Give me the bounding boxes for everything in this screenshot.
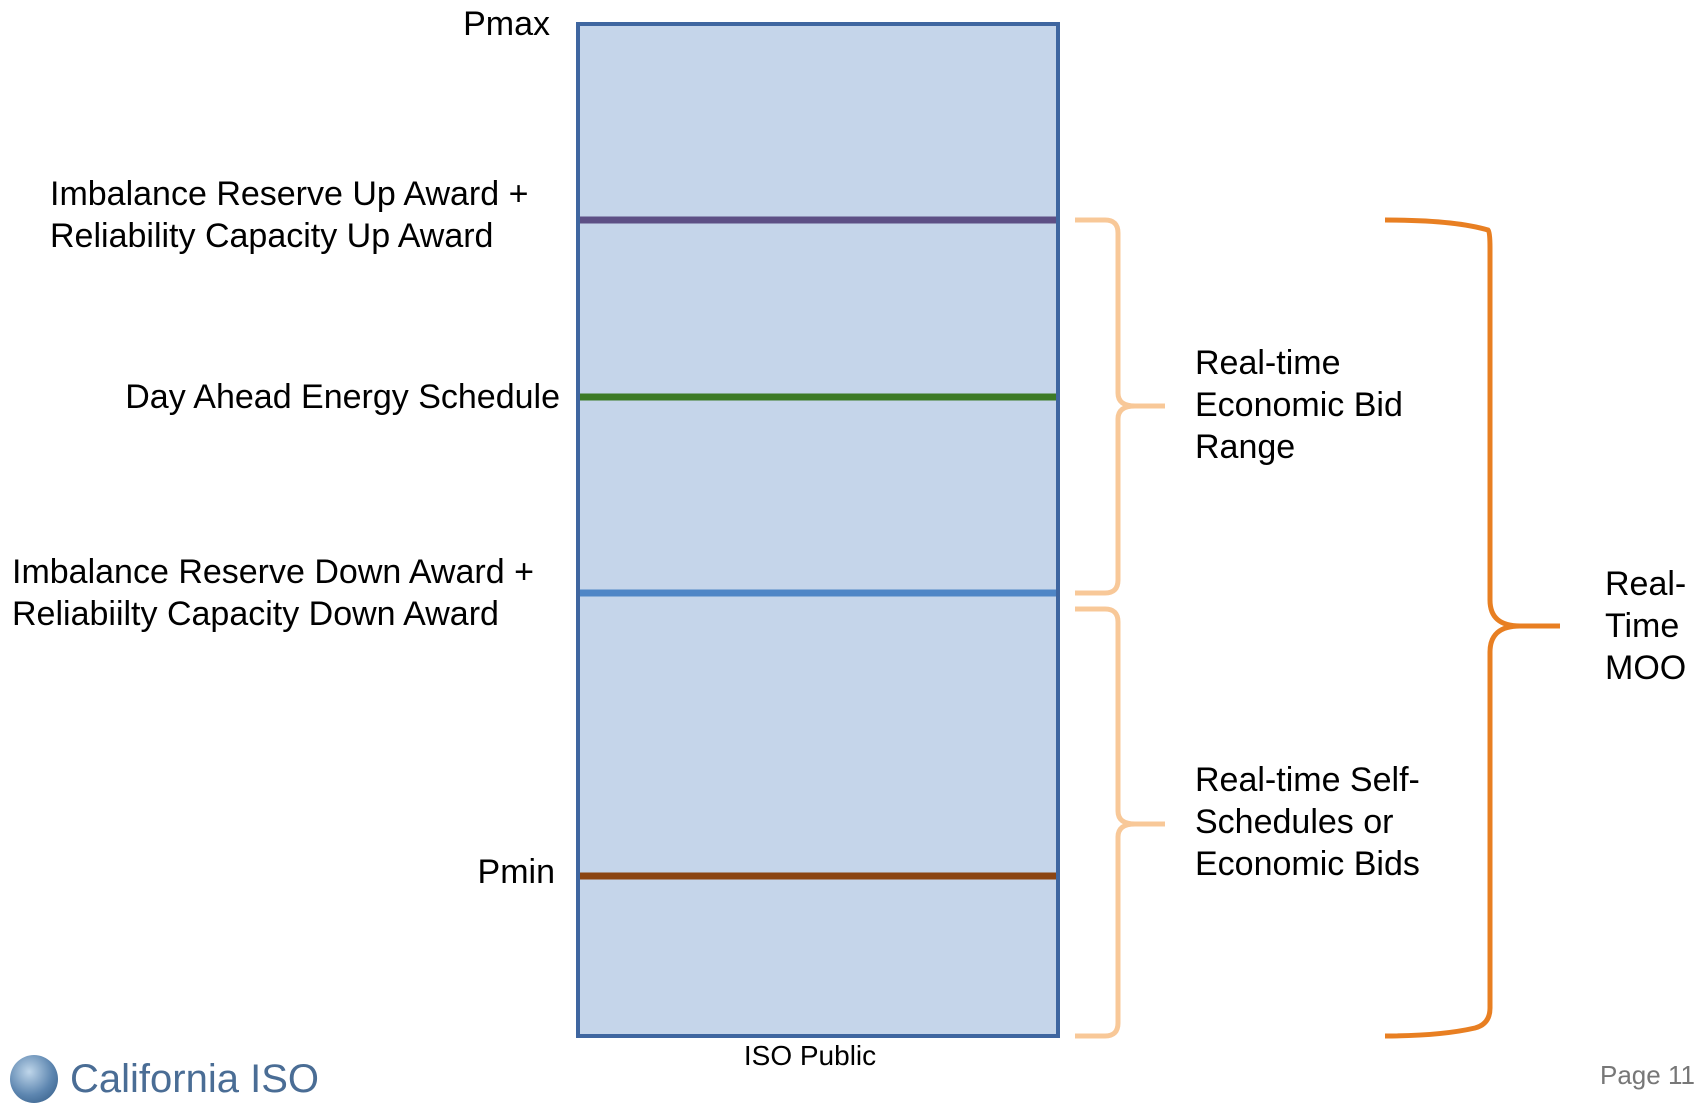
economic-bid-range-label-line2: Economic Bid bbox=[1195, 386, 1403, 424]
diagram-canvas: Pmax Imbalance Reserve Up Award + Reliab… bbox=[10, 5, 1695, 1103]
california-iso-logo: California ISO bbox=[10, 1055, 319, 1103]
globe-icon bbox=[10, 1055, 58, 1103]
page-number: Page 11 bbox=[1600, 1060, 1695, 1090]
economic-bid-range-bracket bbox=[1075, 217, 1165, 596]
moo-label-line2: Time bbox=[1605, 607, 1680, 645]
economic-bid-range-label-line1: Real-time bbox=[1195, 344, 1341, 382]
iso-public-label: ISO Public bbox=[743, 1040, 877, 1071]
imbalance-up-label-line2: Reliability Capacity Up Award bbox=[50, 217, 494, 255]
self-schedules-label-line1: Real-time Self- bbox=[1195, 761, 1420, 799]
day-ahead-label: Day Ahead Energy Schedule bbox=[125, 378, 560, 416]
moo-label-line3: MOO bbox=[1605, 649, 1687, 687]
self-schedules-label-line3: Economic Bids bbox=[1195, 845, 1420, 883]
imbalance-down-label-line2: Reliabiilty Capacity Down Award bbox=[12, 595, 499, 633]
logo-text: California ISO bbox=[70, 1057, 319, 1101]
pmin-label: Pmin bbox=[477, 853, 555, 891]
diagram-graphics bbox=[576, 22, 1560, 1039]
imbalance-up-label-line1: Imbalance Reserve Up Award + bbox=[50, 175, 529, 213]
self-schedules-label-line2: Schedules or bbox=[1195, 803, 1394, 841]
imbalance-down-label-line1: Imbalance Reserve Down Award + bbox=[12, 553, 534, 591]
self-schedules-bracket bbox=[1075, 606, 1165, 1039]
capacity-box bbox=[576, 22, 1060, 1038]
pmax-label: Pmax bbox=[463, 5, 550, 43]
economic-bid-range-label-line3: Range bbox=[1195, 428, 1296, 466]
moo-label-line1: Real- bbox=[1605, 565, 1687, 603]
real-time-moo-bracket bbox=[1384, 217, 1560, 1039]
